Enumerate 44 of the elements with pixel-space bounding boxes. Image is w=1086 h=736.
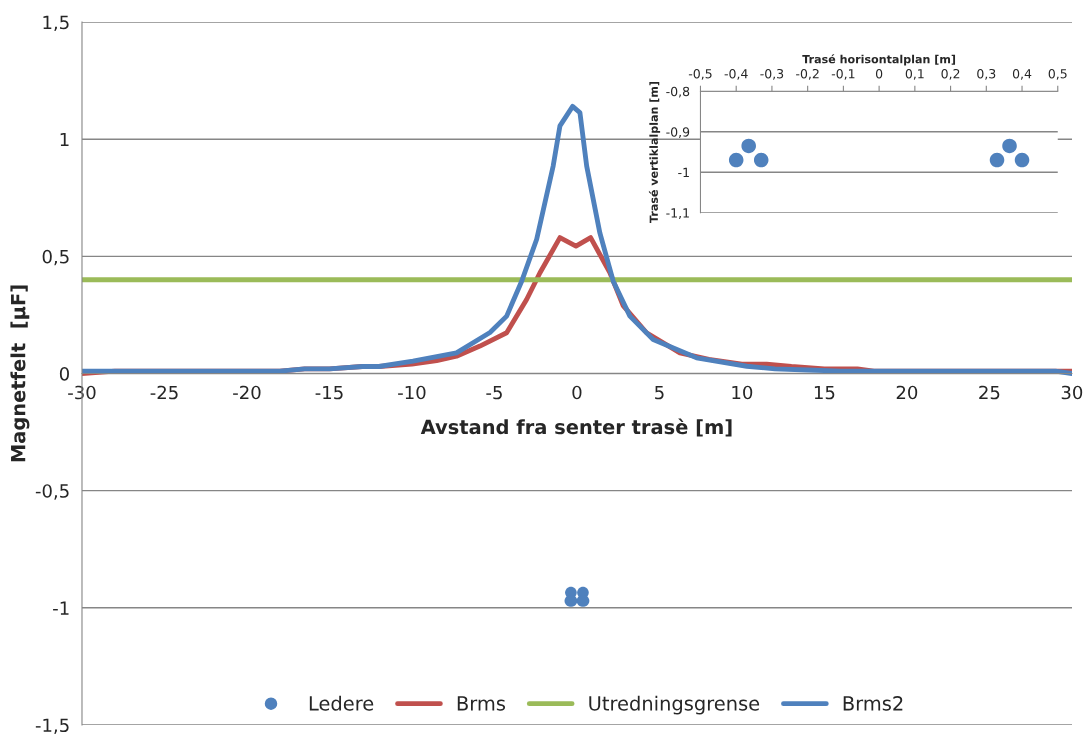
x-tick-label: -0,1 <box>831 68 855 80</box>
legend-label: Utredningsgrense <box>589 695 760 715</box>
x-tick-label: 10 <box>732 385 753 400</box>
x-tick-label: 30 <box>1061 385 1083 400</box>
y-tick-label: 1,5 <box>43 15 69 32</box>
y-tick-label: -1 <box>53 601 69 615</box>
legend-label: Ledere <box>309 695 374 711</box>
x-tick-label: 0,2 <box>941 68 960 80</box>
x-tick-label: 0,5 <box>1048 68 1067 80</box>
y-tick-label: -0,5 <box>35 484 69 500</box>
x-tick-label: -0,4 <box>724 68 748 80</box>
x-tick-label: 25 <box>979 385 1000 400</box>
x-tick-label: -0,3 <box>760 68 784 80</box>
y-axis-title: Trasé vertiklalplan [m] <box>648 81 661 223</box>
x-tick-label: -30 <box>68 385 96 400</box>
x-tick-label: 0 <box>875 68 883 79</box>
x-tick-label: 0,3 <box>977 68 996 80</box>
y-tick-label: 1 <box>60 132 69 147</box>
x-axis-title: Avstand fra senter trasè [m] <box>420 418 732 437</box>
x-tick-label: -25 <box>150 385 178 400</box>
y-tick-label: -1,5 <box>35 718 69 734</box>
x-tick-label: -10 <box>398 385 426 400</box>
y-axis-title: Magnetfelt [µF] <box>10 285 30 462</box>
y-tick-label: -1 <box>678 167 689 177</box>
y-tick-label: -0,8 <box>666 86 690 98</box>
line-series <box>81 104 1072 376</box>
x-tick-label: 0,4 <box>1012 68 1032 80</box>
x-tick-label: -0,5 <box>688 68 712 80</box>
x-tick-label: 20 <box>896 385 918 400</box>
x-tick-label: 0 <box>572 385 582 400</box>
y-tick-label: 0,5 <box>42 249 69 266</box>
y-tick-label: 0 <box>59 366 69 381</box>
y-tick-label: -1,1 <box>666 208 689 219</box>
x-tick-label: -5 <box>486 385 502 400</box>
x-tick-label: 15 <box>814 385 835 400</box>
x-axis-title: Trasé horisontalplan [m] <box>802 54 956 66</box>
y-tick-label: -0,9 <box>666 127 690 138</box>
x-tick-label: -15 <box>315 385 343 400</box>
x-tick-label: -20 <box>233 385 261 400</box>
legend-label: Brms <box>457 696 506 711</box>
legend-label: Brms2 <box>843 696 903 711</box>
x-tick-label: 5 <box>655 385 664 400</box>
x-tick-label: 0,1 <box>905 68 924 80</box>
x-tick-label: -0,2 <box>796 68 819 80</box>
